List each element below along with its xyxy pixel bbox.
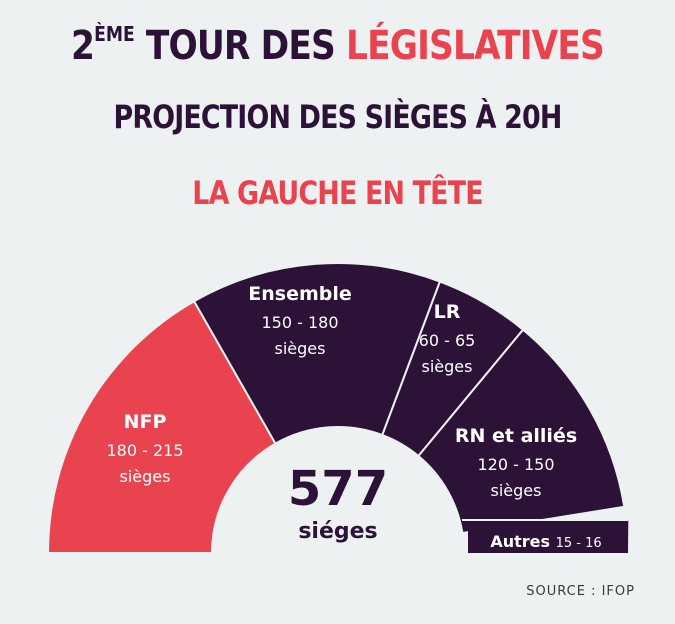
total-seats-label: siéges [298, 519, 377, 544]
label-nfp-name: NFP [124, 411, 167, 433]
segment-autres [468, 520, 629, 553]
label-lr-range: 60 - 65 [419, 331, 476, 350]
source-note: SOURCE : IFOP [526, 584, 635, 599]
page-title: 2ÈME TOUR DES LÉGISLATIVES [47, 22, 628, 69]
segment-nfp [46, 299, 277, 554]
label-ensemble-unit: sièges [275, 339, 326, 358]
title-accent: LÉGISLATIVES [346, 23, 605, 69]
label-nfp-range: 180 - 215 [106, 441, 183, 460]
label-rn-et-allies-unit: sièges [491, 481, 542, 500]
subtitle: PROJECTION DES SIÈGES À 20H [113, 98, 562, 136]
title-superscript: ÈME [94, 22, 135, 46]
label-nfp-unit: sièges [120, 467, 171, 486]
hemicycle-labels: NFP 180 - 215 sièges Ensemble 150 - 180 siège… [106, 283, 601, 551]
label-ensemble-name: Ensemble [248, 283, 352, 305]
total-seats-value: 577 [288, 461, 388, 517]
label-lr-name: LR [434, 301, 461, 323]
title-main: TOUR DES [134, 23, 347, 69]
label-rn-et-allies-range: 120 - 150 [477, 455, 554, 474]
title-prefix: 2 [71, 23, 95, 69]
label-rn-et-allies-name: RN et alliés [455, 425, 577, 447]
headline: LA GAUCHE EN TÊTE [192, 174, 483, 212]
label-autres: Autres 15 - 16 [490, 532, 601, 551]
segment-ensemble [192, 262, 442, 445]
label-ensemble-range: 150 - 180 [261, 313, 338, 332]
hemicycle-segments [46, 262, 629, 554]
segment-rn-et-allies [416, 328, 626, 535]
label-lr-unit: sièges [422, 357, 473, 376]
